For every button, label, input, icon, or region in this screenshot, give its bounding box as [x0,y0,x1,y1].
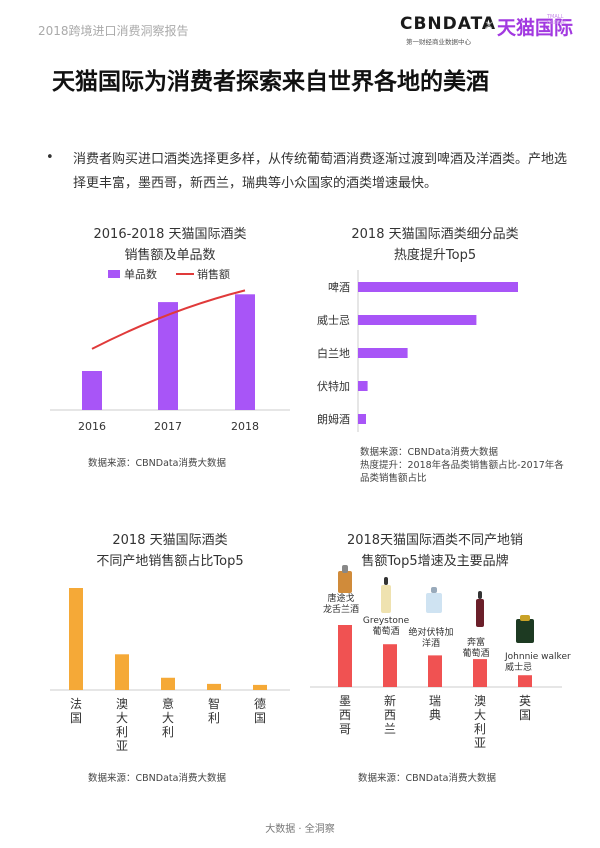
bar-伏特加 [358,381,368,391]
legend-label-items: 单品数 [124,268,157,281]
chart4-source: 数据来源：CBNData消费大数据 [358,773,496,784]
bullet-text: 消费者购买进口酒类选择更多样，从传统葡萄酒消费逐渐过渡到啤酒及洋酒类。产地选择更… [73,152,568,191]
bar-智利 [207,683,221,690]
chart2-source: 数据来源：CBNData消费大数据 [360,447,498,458]
chart3-title-line2: 不同产地销售额占比Top5 [96,554,244,569]
chart1-source: 数据来源：CBNData消费大数据 [88,458,226,469]
x-tick-智利: 智利 [208,696,220,725]
chart3-title-line1: 2018 天猫国际酒类 [112,533,228,548]
x-tick-德国: 德国 [254,696,266,725]
x-tick-意大利: 意大利 [162,696,174,739]
chart3-plot: 法国 澳大利亚 意大利 智利 德国 [50,588,290,753]
bar-墨西哥 [338,625,352,687]
bar-瑞典 [428,655,442,687]
line-sales [91,289,246,350]
brand-label-澳大利亚: 奔富葡萄酒 [462,636,489,659]
tmall-global-logo-sub: TMALL GLOBAL [547,14,568,26]
chart4-title-line1: 2018天猫国际酒类不同产地销 [346,533,524,548]
tmall-global-logo: 天猫国际 [497,17,574,39]
chart4-title-line2: 售额Top5增速及主要品牌 [361,554,509,569]
chart3-source: 数据来源：CBNData消费大数据 [88,773,226,784]
brand-label-英国: Johnnie walker 威士忌 [504,652,571,673]
bar-items-2017 [158,302,178,410]
y-tick-伏特加: 伏特加 [317,379,350,393]
bar-德国 [253,684,267,690]
bottle-icon [338,571,352,593]
brand-logo: CBNDATA 第一财经商业数据中心 × 天猫国际 TMALL GLOBAL [400,12,580,52]
bar-朗姆酒 [358,414,366,424]
bottle-icon [384,577,388,585]
bottle-icon [381,585,391,613]
bar-新西兰 [383,644,397,687]
chart2-footnotes: 数据来源：CBNData消费大数据 热度提升：2018年各品类销售额占比-201… [360,446,570,485]
bullet-marker: • [46,150,54,165]
x-tick-澳大利亚: 澳大利亚 [474,694,486,750]
bottle-icon [431,587,437,593]
x-tick-2016: 2016 [78,420,106,433]
brand-label-墨西哥: 唐途戈龙舌兰酒 [323,592,359,615]
chart4-title: 2018天猫国际酒类不同产地销 售额Top5增速及主要品牌 [300,530,570,572]
x-tick-瑞典: 瑞典 [429,694,441,722]
chart1-title-line2: 销售额及单品数 [124,248,216,263]
chart2-title-line1: 2018 天猫国际酒类细分品类 [351,227,519,242]
y-tick-白兰地: 白兰地 [317,346,350,360]
brand-label-新西兰: Greystone 葡萄酒 [363,616,410,637]
chart2-note: 热度提升：2018年各品类销售额占比-2017年各品类销售额占比 [360,460,564,484]
logo-separator: × [484,18,495,32]
chart1-plot: 单品数 销售额 2016 2017 2018 [50,267,290,433]
bar-英国 [518,675,532,687]
x-tick-2018: 2018 [231,420,259,433]
bar-items-2018 [235,294,255,410]
bottle-icon [426,593,442,613]
bar-items-2016 [82,371,102,410]
chart2-title: 2018 天猫国际酒类细分品类 热度提升Top5 [300,224,570,266]
cbndata-logo: CBNDATA [400,14,497,34]
x-tick-墨西哥: 墨西哥 [339,694,351,736]
x-tick-英国: 英国 [519,694,531,722]
bar-啤酒 [358,282,518,292]
bar-法国 [69,588,83,690]
chart3-title: 2018 天猫国际酒类 不同产地销售额占比Top5 [40,530,300,572]
bar-白兰地 [358,348,408,358]
bar-意大利 [161,677,175,690]
report-title: 2018跨境进口消费洞察报告 [38,24,189,38]
x-tick-新西兰: 新西兰 [384,693,396,736]
page-title: 天猫国际为消费者探索来自世界各地的美酒 [52,69,489,95]
bottle-icon [478,591,482,599]
page-footer: 大数据 · 全洞察 [265,824,335,835]
cbndata-logo-sub: 第一财经商业数据中心 [406,38,471,46]
brand-label-瑞典: 绝对伏特加洋酒 [408,626,453,649]
bar-威士忌 [358,315,477,325]
x-tick-澳大利亚: 澳大利亚 [116,697,128,753]
chart1-title: 2016-2018 天猫国际酒类 销售额及单品数 [40,224,300,266]
y-tick-啤酒: 啤酒 [328,280,350,294]
chart1-title-line1: 2016-2018 天猫国际酒类 [93,227,247,242]
bottle-icon [516,619,534,643]
y-tick-威士忌: 威士忌 [317,314,350,327]
legend-swatch-items [108,270,120,278]
x-tick-法国: 法国 [70,697,82,725]
bar-澳大利亚 [115,654,129,690]
bottle-icon [342,565,348,573]
legend-label-sales: 销售额 [197,267,230,281]
chart2-title-line2: 热度提升Top5 [393,248,477,263]
y-tick-朗姆酒: 朗姆酒 [317,412,350,426]
x-tick-2017: 2017 [154,420,182,433]
bar-澳大利亚 [473,659,487,687]
bottle-icon [520,615,530,621]
bottle-icon [476,599,484,627]
